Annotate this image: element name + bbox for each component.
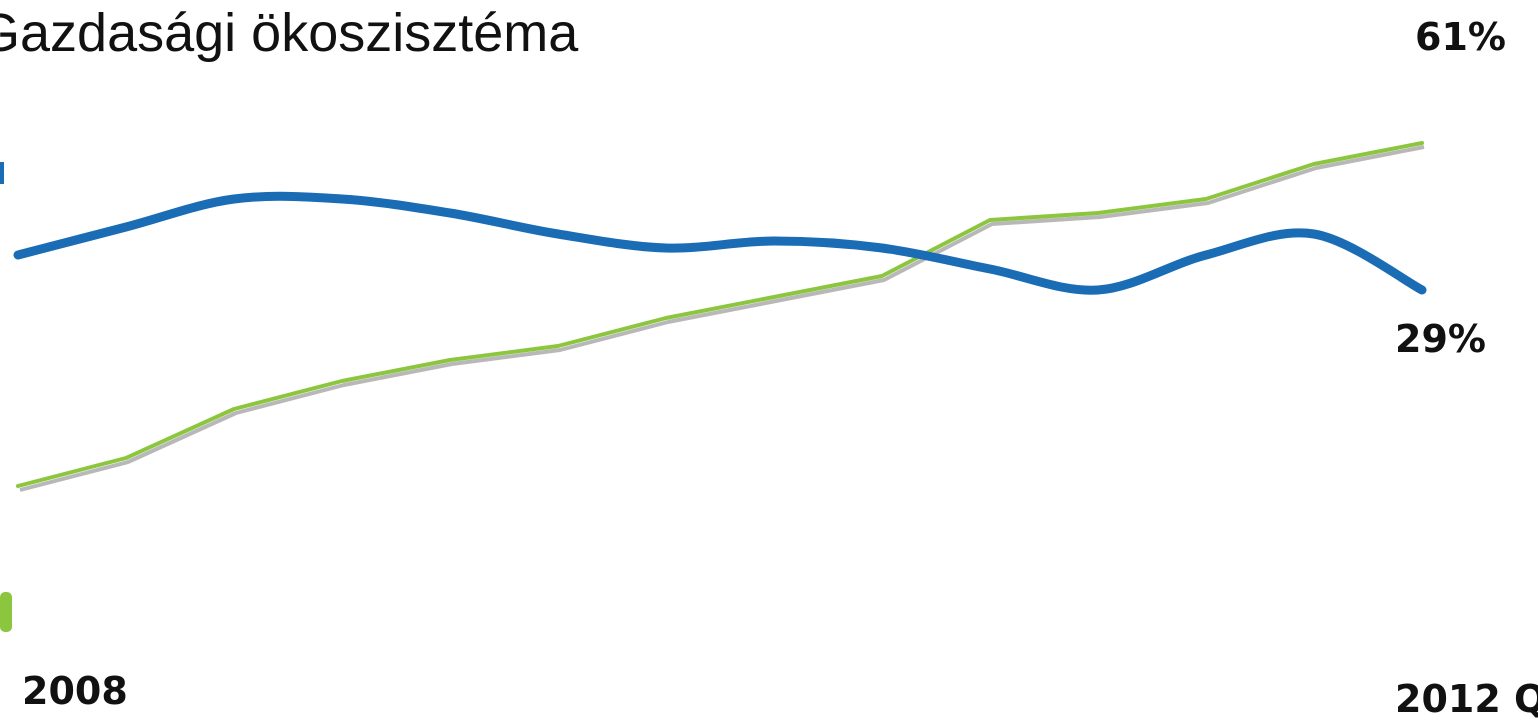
green-left-marker xyxy=(0,592,12,632)
green-series-line xyxy=(16,141,1424,488)
series-layer xyxy=(13,141,1427,492)
x-axis-end-label: 2012 Q1 xyxy=(1395,677,1538,721)
blue-left-marker xyxy=(0,162,4,184)
x-axis-start-label: 2008 xyxy=(22,669,128,713)
blue-series-line xyxy=(13,191,1427,295)
green-series-shadow xyxy=(19,145,1425,492)
green-series-end-label: 61% xyxy=(1415,15,1506,59)
chart-title: Gazdasági ökoszisztéma xyxy=(0,3,579,63)
blue-series-end-label: 29% xyxy=(1395,317,1486,361)
